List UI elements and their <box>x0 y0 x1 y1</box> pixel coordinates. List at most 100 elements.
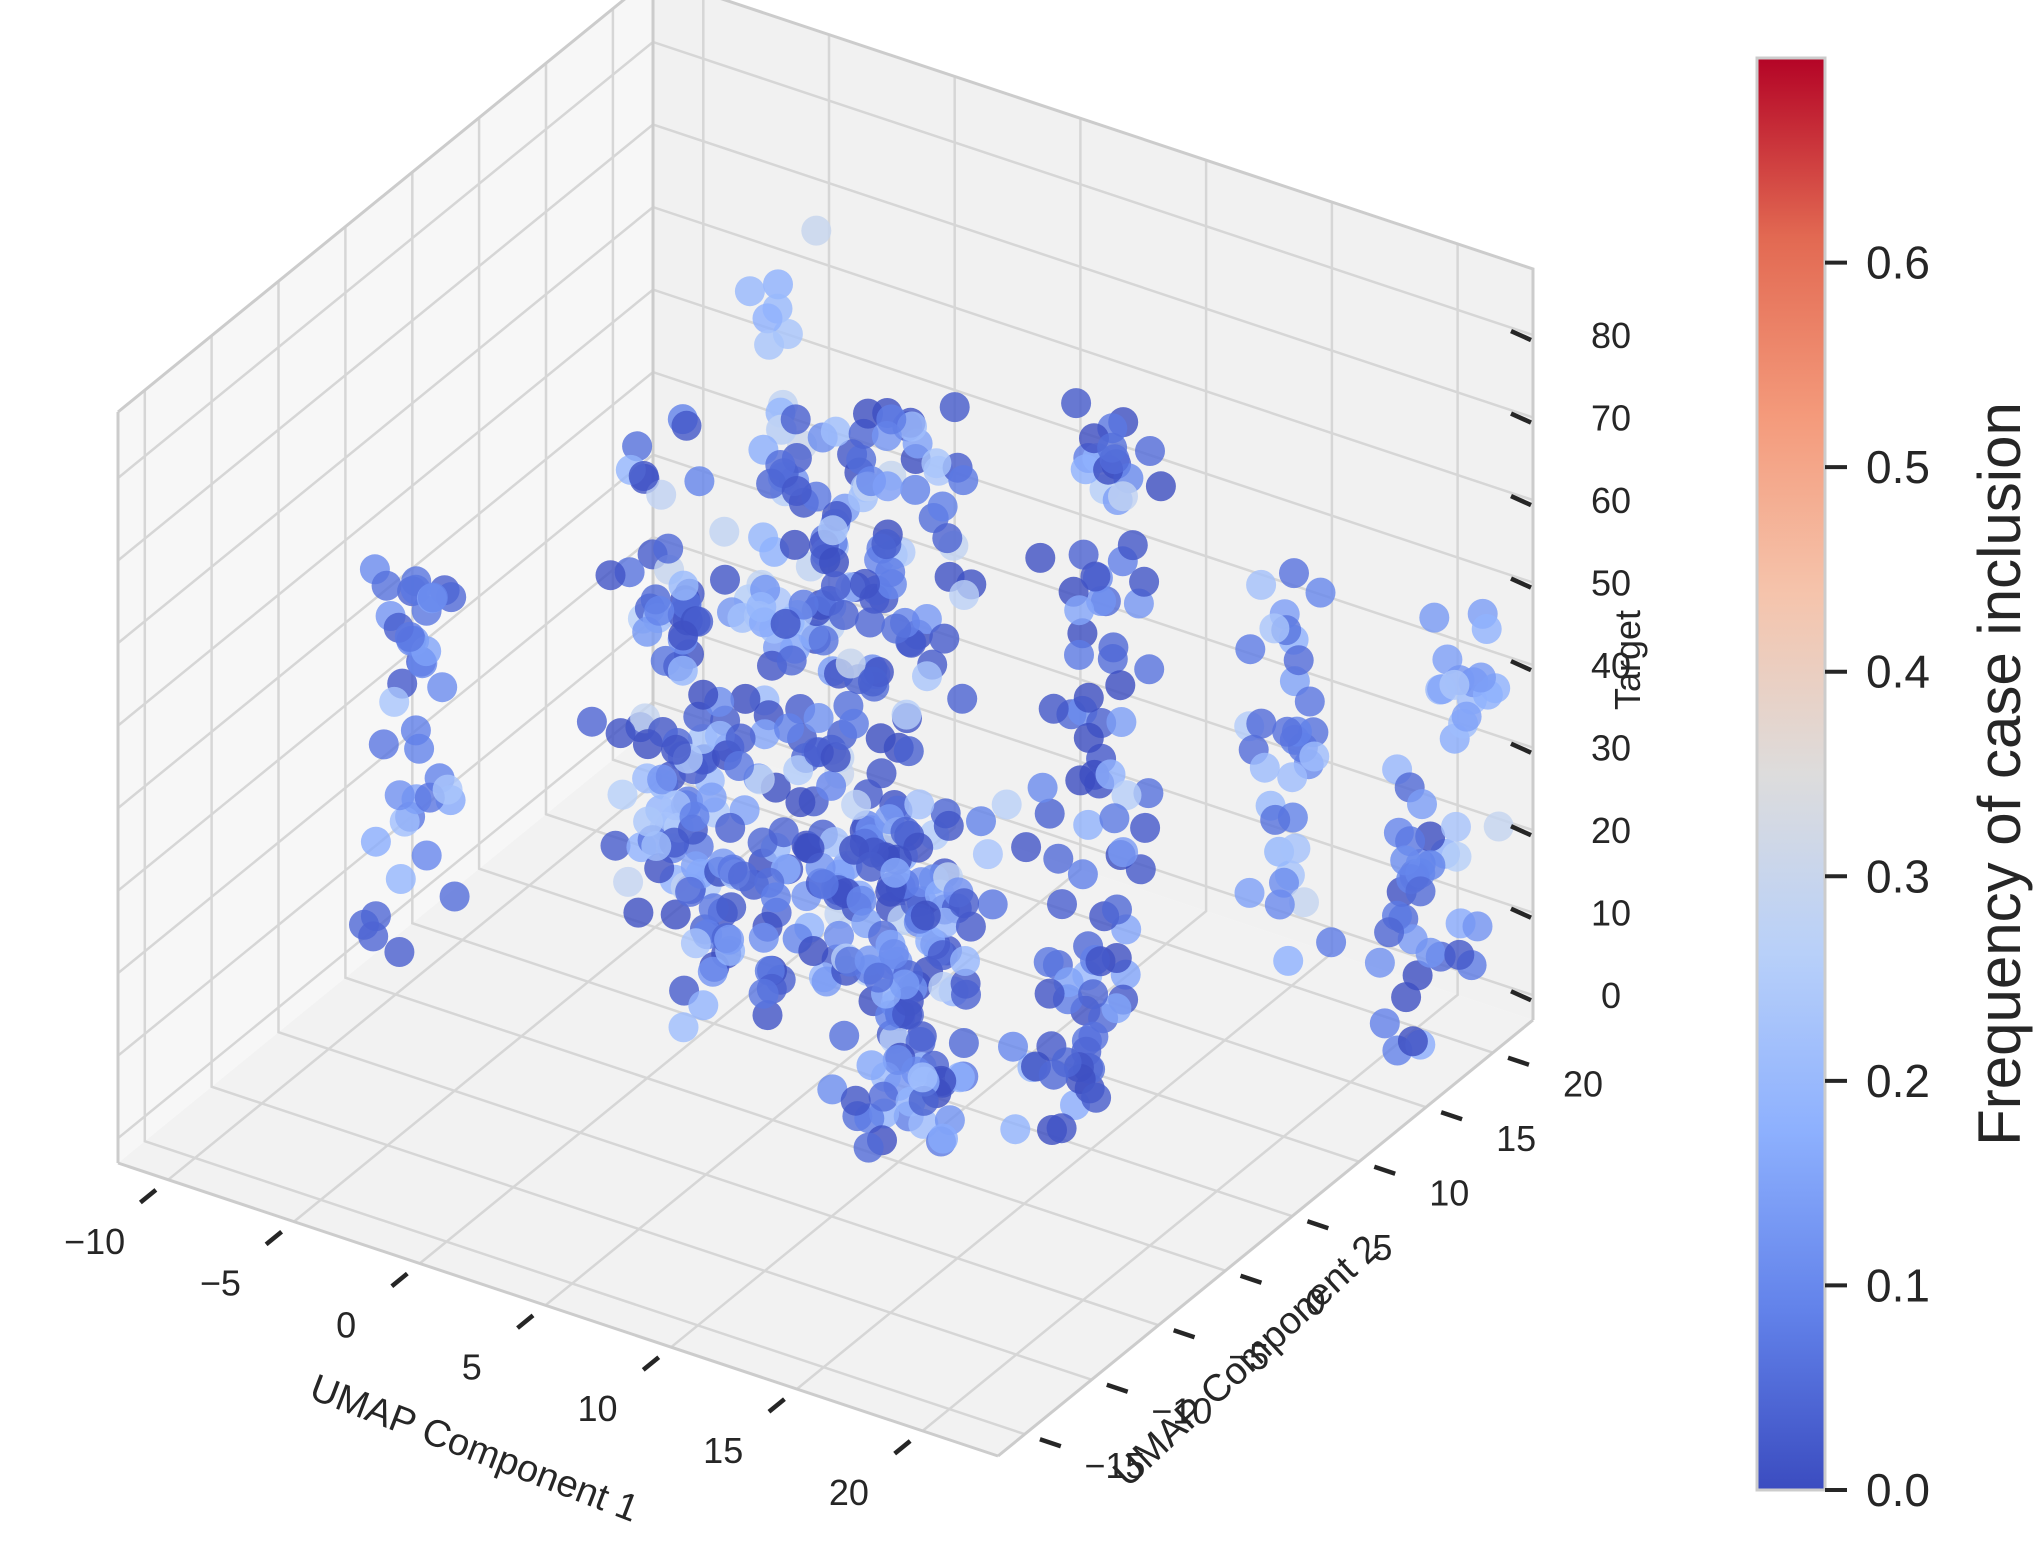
data-point <box>878 939 909 970</box>
data-point <box>671 410 702 441</box>
data-point <box>360 826 391 857</box>
data-point <box>1011 832 1042 863</box>
y-grid-line <box>143 390 1026 1436</box>
x-tick-mark <box>264 1229 284 1247</box>
data-point <box>1038 693 1069 724</box>
z-tick-mark <box>1510 494 1532 508</box>
data-point <box>910 900 941 931</box>
y-tick-label: 0 <box>1305 1282 1325 1323</box>
data-point <box>872 471 903 502</box>
data-point <box>808 625 839 656</box>
data-point <box>696 782 727 813</box>
data-point <box>998 1031 1028 1062</box>
data-point <box>1065 765 1096 796</box>
data-point <box>1081 1082 1112 1113</box>
data-point <box>709 516 740 547</box>
data-point <box>776 645 807 676</box>
data-point <box>1277 762 1308 793</box>
data-point <box>633 806 664 837</box>
data-point <box>846 885 877 916</box>
data-point <box>828 600 859 630</box>
z-tick-label: 40 <box>1591 645 1631 686</box>
data-point <box>955 911 986 942</box>
y-tick-mark <box>1172 1328 1196 1340</box>
colorbar-label: Frequency of case inclusion <box>1966 402 2033 1146</box>
y-grid-line <box>210 335 1092 1381</box>
y-tick-mark <box>1039 1437 1062 1449</box>
data-point <box>600 830 631 861</box>
data-point <box>803 703 834 733</box>
data-point <box>972 839 1003 870</box>
y-tick-label: 20 <box>1563 1064 1603 1105</box>
data-point <box>688 990 719 1021</box>
data-point <box>863 962 894 993</box>
colorbar-gradient <box>1755 56 1827 1492</box>
x-tick-label: 5 <box>462 1346 482 1387</box>
data-point <box>389 806 420 837</box>
data-point <box>576 706 607 737</box>
data-point <box>1108 481 1138 512</box>
data-point <box>1101 993 1132 1024</box>
data-point <box>1249 752 1280 783</box>
data-point <box>1098 632 1129 663</box>
data-point <box>1462 911 1493 942</box>
data-point <box>675 876 706 907</box>
x-tick-mark <box>641 1355 661 1372</box>
data-point <box>927 491 958 522</box>
data-point <box>880 857 911 888</box>
x-tick-label: −5 <box>200 1263 241 1304</box>
data-point <box>939 392 970 423</box>
data-point <box>644 595 675 626</box>
data-point <box>1441 811 1471 842</box>
data-point <box>808 869 839 900</box>
data-point <box>734 276 765 307</box>
x-grid-line <box>670 160 1208 1349</box>
data-point <box>607 779 638 810</box>
data-point <box>411 840 442 871</box>
data-point <box>394 621 425 652</box>
data-point <box>785 787 816 818</box>
data-point <box>1080 561 1111 592</box>
data-point <box>1085 946 1116 977</box>
data-point <box>850 568 880 599</box>
colorbar-tick-label: 0.3 <box>1866 850 1930 902</box>
data-point <box>798 936 829 966</box>
x-tick-mark <box>767 1397 786 1414</box>
data-point <box>684 466 715 497</box>
z-tick-mark <box>1510 576 1532 590</box>
data-point <box>1034 978 1065 1009</box>
z-tick-mark <box>1510 824 1532 838</box>
data-point <box>928 1123 958 1154</box>
data-point <box>1106 707 1137 737</box>
data-point <box>1105 670 1136 701</box>
y-tick-mark <box>1239 1273 1263 1285</box>
data-point <box>668 570 699 601</box>
y-axis-line <box>997 1018 1534 1458</box>
y-grid-line <box>277 281 1159 1327</box>
data-point <box>770 608 801 639</box>
data-point <box>949 888 979 919</box>
data-point <box>1129 566 1160 597</box>
data-point <box>427 672 458 703</box>
data-point <box>1145 471 1176 502</box>
data-point <box>613 866 644 897</box>
x-tick-label: 0 <box>336 1305 356 1346</box>
data-point <box>1369 1008 1400 1039</box>
data-point <box>1397 1026 1428 1057</box>
data-point <box>865 723 896 754</box>
data-point <box>1027 772 1058 803</box>
data-point <box>752 303 783 334</box>
data-point <box>876 404 907 435</box>
data-point <box>838 708 869 739</box>
data-point <box>1364 947 1395 978</box>
data-point <box>1000 1114 1031 1145</box>
data-point <box>371 570 402 601</box>
data-point <box>875 557 906 588</box>
data-point <box>893 736 924 767</box>
data-point <box>1407 789 1437 820</box>
data-point <box>817 1074 848 1105</box>
y-tick-mark <box>1440 1110 1463 1122</box>
data-point <box>1259 613 1290 644</box>
data-point <box>1095 759 1126 790</box>
y-tick-label: 5 <box>1372 1227 1392 1268</box>
